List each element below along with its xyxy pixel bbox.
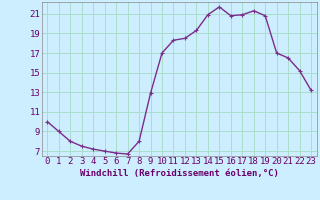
X-axis label: Windchill (Refroidissement éolien,°C): Windchill (Refroidissement éolien,°C) bbox=[80, 169, 279, 178]
